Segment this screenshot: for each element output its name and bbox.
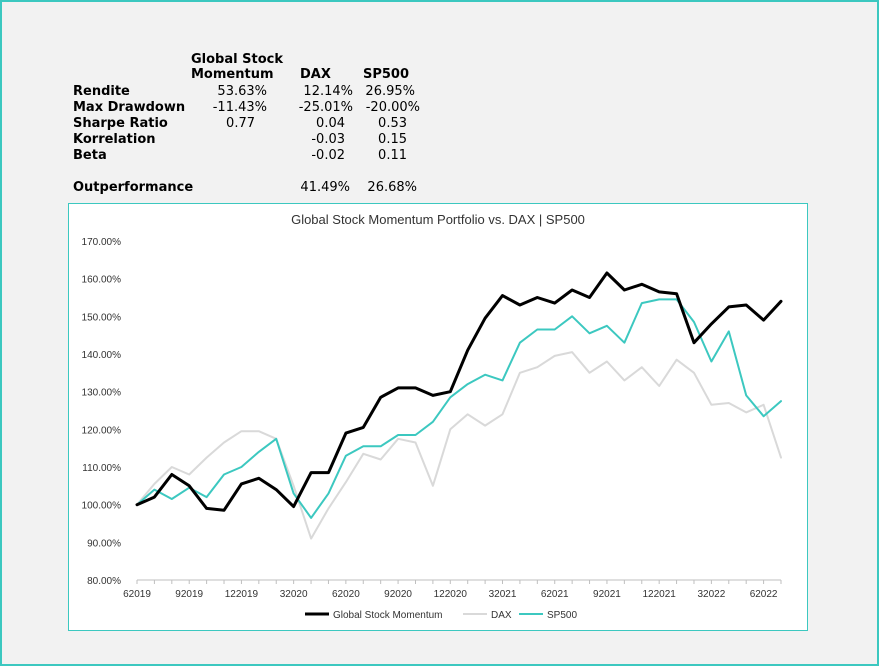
korrelation-sp500: 0.15 [378,132,407,147]
x-tick-label: 32020 [280,589,308,600]
chart-title: Global Stock Momentum Portfolio vs. DAX … [291,212,585,227]
legend: Global Stock Momentum DAX SP500 [305,610,577,621]
x-tick-label: 122020 [434,589,468,600]
sharpe-ratio-dax: 0.04 [316,116,345,131]
row-label-outperformance: Outperformance [73,180,194,195]
y-tick-label: 90.00% [87,538,121,549]
x-tick-label: 62019 [123,589,151,600]
y-tick-label: 130.00% [82,388,122,399]
series-line-global-stock-momentum [135,271,783,512]
x-tick-label: 32021 [489,589,517,600]
rendite-dax: 12.14% [303,84,353,99]
header-sp500: SP500 [363,67,410,82]
y-tick-label: 160.00% [82,275,122,286]
row-label-beta: Beta [73,148,107,163]
y-tick-label: 80.00% [87,576,121,587]
outperformance-sp500: 26.68% [367,180,417,195]
y-tick-label: 170.00% [82,237,122,248]
legend-label: Global Stock Momentum [333,610,443,621]
x-tick-label: 32022 [697,589,725,600]
x-tick-label: 62021 [541,589,569,600]
x-tick-label: 92020 [384,589,412,600]
x-tick-label: 122021 [642,589,676,600]
legend-label: SP500 [547,610,577,621]
row-label-max-drawdown: Max Drawdown [73,100,186,115]
y-tick-label: 150.00% [82,312,122,323]
y-tick-label: 140.00% [82,350,122,361]
x-tick-label: 92021 [593,589,621,600]
rendite-sp500: 26.95% [365,84,415,99]
x-tick-label: 122019 [225,589,259,600]
max-drawdown-gsm: -11.43% [212,100,267,115]
series-lines [135,271,783,540]
beta-sp500: 0.11 [378,148,407,163]
y-axis: 80.00% 90.00% 100.00% 110.00% 120.00% 130.00%… [82,237,122,587]
sharpe-ratio-sp500: 0.53 [378,116,407,131]
y-tick-label: 120.00% [82,425,122,436]
stats-table: Global Stock Momentum DAX SP500 Rendite … [0,0,879,200]
header-dax: DAX [300,67,331,82]
max-drawdown-dax: -25.01% [298,100,353,115]
x-axis: 62019 92019 122019 32020 62020 92020 122020 320… [123,579,782,600]
rendite-gsm: 53.63% [217,84,267,99]
legend-label: DAX [491,610,512,621]
row-label-korrelation: Korrelation [73,132,156,147]
sharpe-ratio-gsm: 0.77 [226,116,255,131]
x-tick-label: 62020 [332,589,360,600]
row-label-rendite: Rendite [73,84,130,99]
max-drawdown-sp500: -20.00% [365,100,420,115]
beta-dax: -0.02 [311,148,345,163]
y-tick-label: 110.00% [82,463,121,474]
chart-container: Global Stock Momentum Portfolio vs. DAX … [68,203,808,631]
x-tick-label: 62022 [750,589,778,600]
korrelation-dax: -0.03 [311,132,345,147]
series-line-sp500 [136,298,782,519]
series-line-dax [136,351,782,540]
outperformance-dax: 41.49% [300,180,350,195]
line-chart: Global Stock Momentum Portfolio vs. DAX … [82,212,783,621]
header-gsm-line2: Momentum [191,67,274,82]
x-tick-label: 92019 [175,589,203,600]
header-gsm-line1: Global Stock [191,52,283,67]
y-tick-label: 100.00% [82,501,122,512]
row-label-sharpe-ratio: Sharpe Ratio [73,116,168,131]
